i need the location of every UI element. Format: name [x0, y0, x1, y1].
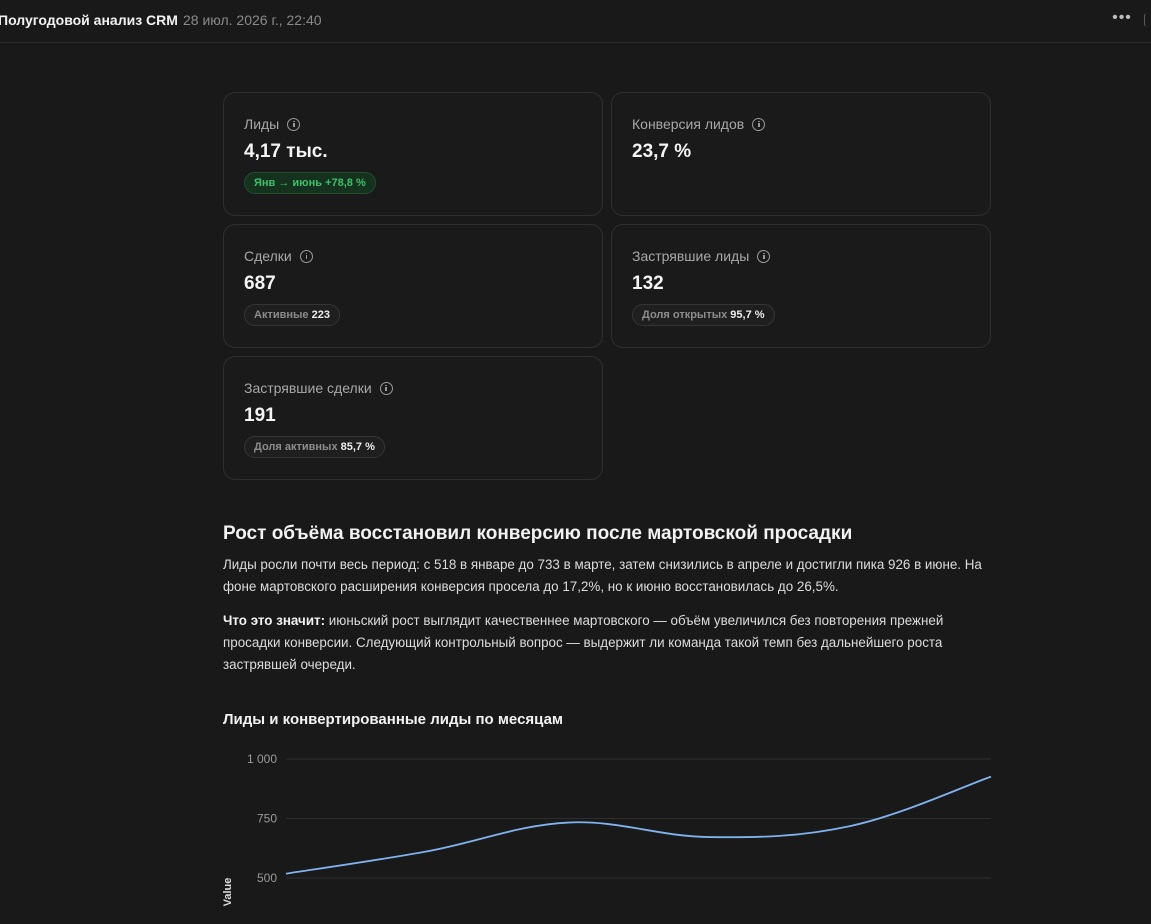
detail-badge: Доля активных 85,7 %: [244, 436, 385, 458]
badge-prefix: Доля открытых: [642, 309, 728, 321]
y-axis-label: Value: [222, 878, 234, 907]
kpi-card-conversion: Конверсия лидов 23,7 %: [611, 92, 991, 216]
trend-badge: Янв → июнь +78,8 %: [244, 172, 376, 194]
kpi-card-deals: Сделки 687 Активные 223: [223, 224, 603, 348]
info-icon[interactable]: [757, 249, 771, 263]
kpi-value: 132: [632, 273, 664, 294]
info-icon[interactable]: [379, 381, 393, 395]
document-title: Полугодовой анализ CRM: [0, 12, 178, 28]
badge-value: 223: [311, 309, 330, 321]
y-tick-label: 500: [257, 871, 277, 885]
more-horizontal-icon[interactable]: •••: [1112, 9, 1132, 26]
kpi-value: 687: [244, 273, 276, 294]
insight-body: Лиды росли почти весь период: с 518 в ян…: [223, 557, 982, 594]
kpi-label: Застрявшие лиды: [632, 248, 750, 264]
kpi-label: Застрявшие сделки: [244, 380, 372, 396]
scrolled-off-text: [223, 31, 423, 43]
info-icon[interactable]: [752, 117, 766, 131]
panel-edge: [1144, 13, 1151, 27]
kpi-value: 4,17 тыс.: [244, 141, 328, 162]
badge-prefix: Доля активных: [254, 441, 338, 453]
line-chart: 1 000 750 500 Value: [222, 752, 992, 907]
badge-prefix: Активные: [254, 309, 309, 321]
meaning-label: Что это значит:: [223, 613, 326, 628]
kpi-value: 23,7 %: [632, 141, 692, 162]
meaning-text: июньский рост выглядит качественнее март…: [223, 613, 944, 672]
kpi-label: Сделки: [244, 248, 292, 264]
chart-title: Лиды и конвертированные лиды по месяцам: [223, 711, 564, 728]
insight-title: Рост объёма восстановил конверсию после …: [223, 523, 853, 544]
y-tick-label: 1 000: [247, 752, 277, 766]
kpi-card-leads: Лиды 4,17 тыс. Янв → июнь +78,8 %: [223, 92, 603, 216]
top-bar: Полугодовой анализ CRM 28 июл. 2026 г., …: [0, 0, 1151, 43]
badge-value: 95,7 %: [730, 309, 765, 321]
kpi-card-stuck-deals: Застрявшие сделки 191 Доля активных 85,7…: [223, 356, 603, 480]
detail-badge: Активные 223: [244, 304, 340, 326]
info-icon[interactable]: [299, 249, 313, 263]
document-date: 28 июл. 2026 г., 22:40: [183, 12, 322, 28]
badge-value: +78,8 %: [325, 177, 366, 189]
info-icon[interactable]: [287, 117, 301, 131]
series-line: [285, 775, 992, 875]
kpi-value: 191: [244, 405, 276, 426]
kpi-label: Конверсия лидов: [632, 116, 745, 132]
insight-meaning: Что это значит: июньский рост выглядит к…: [223, 610, 998, 676]
kpi-card-stuck-leads: Застрявшие лиды 132 Доля открытых 95,7 %: [611, 224, 991, 348]
badge-value: 85,7 %: [340, 441, 375, 453]
y-tick-label: 750: [257, 812, 277, 826]
detail-badge: Доля открытых 95,7 %: [632, 304, 775, 326]
kpi-label: Лиды: [244, 116, 280, 132]
badge-prefix: Янв → июнь: [254, 177, 322, 189]
